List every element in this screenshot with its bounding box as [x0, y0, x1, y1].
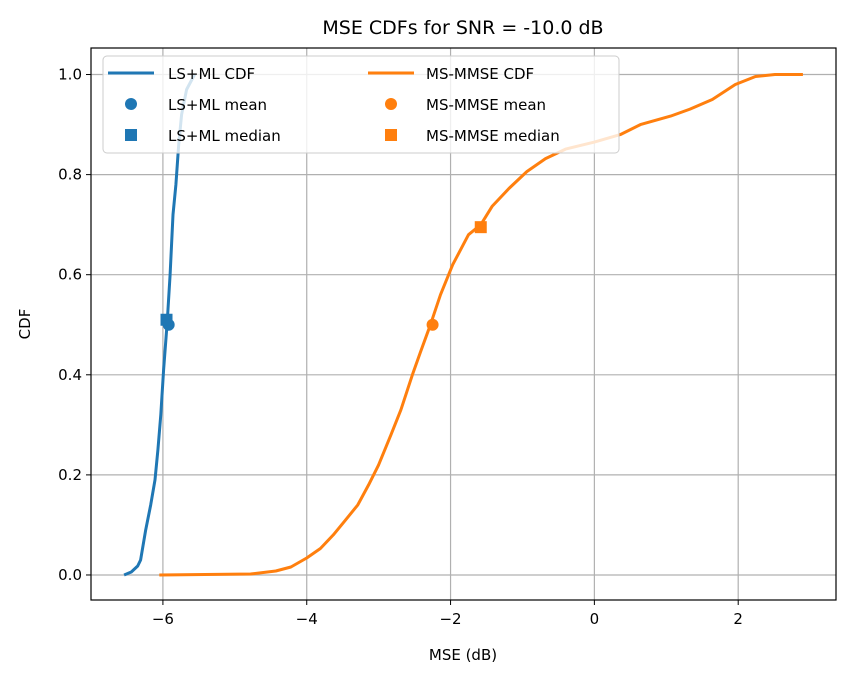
legend-circle-handle [385, 98, 397, 110]
legend-square-handle [385, 129, 397, 141]
legend-entry: MS-MMSE mean [385, 96, 546, 114]
y-tick-label: 0.6 [58, 266, 82, 284]
plot-frame [90, 47, 837, 601]
legend-box [102, 55, 620, 154]
legend-entry: LS+ML mean [125, 96, 267, 114]
y-tick-label: 0.0 [58, 566, 82, 584]
ms-mmse-median-marker [474, 221, 487, 234]
legend-label: MS-MMSE median [426, 127, 560, 145]
legend-label: LS+ML CDF [168, 65, 255, 83]
ms-mmse-mean-marker [426, 318, 439, 331]
legend-square-handle [125, 129, 137, 141]
legend-circle-handle [125, 98, 137, 110]
y-tick-label: 1.0 [58, 66, 82, 84]
x-axis-label: MSE (dB) [429, 646, 497, 664]
legend-label: LS+ML median [168, 127, 281, 145]
x-tick-label: −4 [296, 610, 318, 628]
legend: LS+ML CDF LS+ML mean LS+ML median MS-MMSE C… [102, 55, 620, 154]
legend-entry: LS+ML median [125, 127, 281, 145]
x-tick-label: 0 [590, 610, 600, 628]
legend-label: LS+ML mean [168, 96, 267, 114]
x-tick-label: −2 [439, 610, 461, 628]
legend-entry: MS-MMSE CDF [368, 65, 534, 83]
legend-label: MS-MMSE CDF [426, 65, 534, 83]
y-tick-label: 0.8 [58, 166, 82, 184]
y-tick-label: 0.2 [58, 466, 82, 484]
y-tick-label: 0.4 [58, 366, 82, 384]
ls-ml-median-marker [160, 313, 173, 326]
legend-label: MS-MMSE mean [426, 96, 546, 114]
legend-entry: MS-MMSE median [385, 127, 560, 145]
x-tick-label: −6 [152, 610, 174, 628]
series-line-ms-mmse-cdf [159, 73, 803, 577]
y-axis-label: CDF [16, 309, 34, 340]
x-tick-label: 2 [733, 610, 743, 628]
chart-title: MSE CDFs for SNR = -10.0 dB [322, 17, 603, 39]
legend-entry: LS+ML CDF [108, 65, 255, 83]
